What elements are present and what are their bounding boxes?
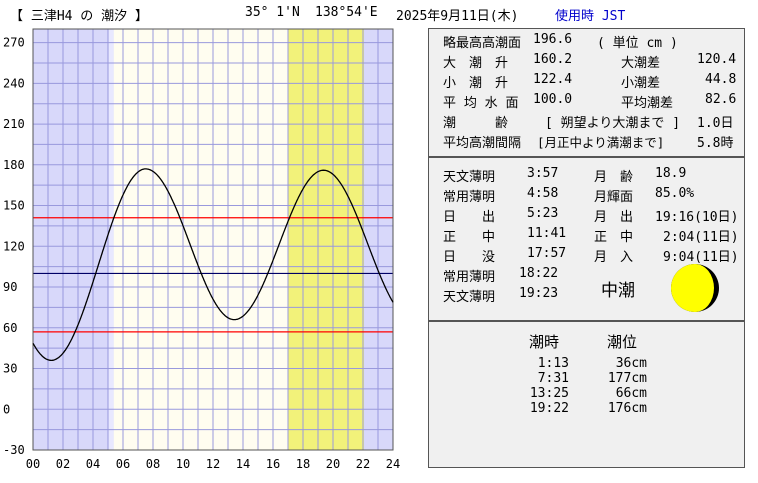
- tide-constants-panel: 略最高高潮面 196.6 ( 単位 cm ) 大 潮 升 160.2 大潮差 1…: [428, 28, 745, 157]
- x-tick-label: 14: [236, 457, 250, 471]
- x-tick-label: 24: [386, 457, 400, 471]
- y-tick-label: -30: [3, 443, 25, 457]
- plot-border: [32, 28, 394, 451]
- sun-event-label: 常用薄明: [443, 190, 496, 205]
- mean-range-label: 平均潮差: [621, 96, 674, 111]
- y-tick-label: 150: [3, 199, 25, 213]
- mean-level-label: 平 均 水 面: [443, 96, 519, 111]
- tide-age-value: 1.0日: [697, 116, 734, 131]
- sun-event-time: 4:58: [527, 186, 559, 201]
- x-tick-label: 12: [206, 457, 220, 471]
- y-tick-label: 270: [3, 36, 25, 50]
- mean-range-value: 82.6: [705, 92, 737, 107]
- spring-range-value: 120.4: [697, 52, 737, 67]
- tide-level-header: 潮位: [607, 333, 638, 351]
- x-tick-label: 04: [86, 457, 100, 471]
- tide-level: 177cm: [607, 371, 647, 386]
- y-tick-label: 60: [3, 321, 17, 335]
- date: 2025年9月11日(木): [396, 9, 519, 24]
- x-tick-label: 18: [296, 457, 310, 471]
- tide-time: 13:25: [529, 386, 569, 401]
- moon-illum-label: 月輝面: [594, 190, 634, 205]
- header: 【 三津H4 の 潮汐 】 35° 1'N 138°54'E 2025年9月11…: [0, 0, 758, 24]
- hw-interval-desc: [月正中より満潮まで]: [537, 135, 665, 150]
- y-tick-label: 120: [3, 239, 25, 253]
- y-tick-label: 30: [3, 362, 17, 376]
- y-tick-label: 0: [3, 402, 10, 416]
- x-tick-label: 06: [116, 457, 130, 471]
- moon-phase-icon: [671, 264, 719, 312]
- y-tick-label: 90: [3, 280, 17, 294]
- y-tick-label: 240: [3, 76, 25, 90]
- moonrise-label: 月 出: [594, 210, 634, 225]
- sun-event-label: 正 中: [443, 230, 496, 245]
- sun-event-label: 常用薄明: [443, 270, 496, 285]
- moon-transit-value: 2:04(11日): [663, 230, 739, 245]
- latitude: 35° 1'N: [245, 5, 300, 20]
- tide-level: 66cm: [615, 386, 647, 401]
- moonset-value: 9:04(11日): [663, 250, 739, 265]
- tide-curve: [32, 168, 394, 362]
- y-tick-label: 180: [3, 158, 25, 172]
- spring-range-label: 大潮差: [621, 56, 661, 71]
- tide-time: 1:13: [537, 356, 569, 371]
- x-tick-label: 00: [26, 457, 40, 471]
- sun-event-label: 天文薄明: [443, 170, 496, 185]
- moon-age-label: 月 齢: [594, 170, 634, 185]
- x-tick-label: 10: [176, 457, 190, 471]
- moon-up-band: [288, 29, 365, 450]
- morning-twilight-band: [107, 29, 114, 450]
- mean-level-value: 100.0: [533, 92, 573, 107]
- sun-event-time: 11:41: [527, 226, 567, 241]
- neap-rise-value: 122.4: [533, 72, 573, 87]
- hw-interval-label: 平均高潮間隔: [443, 136, 522, 151]
- x-tick-label: 22: [356, 457, 370, 471]
- unit-label: ( 単位 cm ): [597, 36, 678, 51]
- tide-table-panel: 潮時 潮位 1:13 36cm 7:31 177cm 13:25 66cm 19:22 176…: [428, 321, 745, 468]
- tide-type: 中潮: [601, 281, 635, 301]
- moon-age-value: 18.9: [655, 166, 687, 181]
- spring-rise-label: 大 潮 升: [443, 56, 509, 71]
- tide-time: 19:22: [529, 401, 569, 416]
- longitude: 138°54'E: [315, 5, 378, 20]
- tide-time: 7:31: [537, 371, 569, 386]
- hhw-value: 196.6: [533, 32, 573, 47]
- hw-interval-value: 5.8時: [697, 136, 734, 151]
- x-tick-label: 02: [56, 457, 70, 471]
- moonrise-value: 19:16(10日): [655, 210, 739, 225]
- sun-event-time: 17:57: [527, 246, 567, 261]
- timezone-label: 使用時 JST: [555, 9, 626, 24]
- moonset-label: 月 入: [594, 250, 634, 265]
- tide-age-desc: [ 朔望より大潮まで ]: [545, 116, 681, 131]
- y-tick-label: 210: [3, 117, 25, 131]
- station-title: 【 三津H4 の 潮汐 】: [10, 9, 148, 24]
- sun-event-label: 日 出: [443, 210, 496, 225]
- sun-event-label: 天文薄明: [443, 290, 496, 305]
- moon-transit-label: 正 中: [594, 230, 634, 245]
- tide-age-label: 潮 齢: [443, 116, 509, 131]
- sun-event-time: 3:57: [527, 166, 559, 181]
- sun-event-time: 19:23: [519, 286, 559, 301]
- astronomy-panel: 天文薄明 3:57 常用薄明 4:58 日 出 5:23 正 中 11:41 日 没 17:57 常…: [428, 157, 745, 321]
- tide-level: 176cm: [607, 401, 647, 416]
- moon-illum-value: 85.0%: [655, 186, 695, 201]
- x-tick-label: 16: [266, 457, 280, 471]
- neap-range-value: 44.8: [705, 72, 737, 87]
- spring-rise-value: 160.2: [533, 52, 573, 67]
- sun-event-time: 18:22: [519, 266, 559, 281]
- neap-rise-label: 小 潮 升: [443, 76, 509, 91]
- tide-level: 36cm: [615, 356, 647, 371]
- tide-time-header: 潮時: [529, 333, 560, 351]
- sun-event-time: 5:23: [527, 206, 559, 221]
- x-tick-label: 20: [326, 457, 340, 471]
- x-tick-label: 08: [146, 457, 160, 471]
- daytime-band: [113, 29, 303, 450]
- hhw-label: 略最高高潮面: [443, 36, 522, 51]
- sun-event-label: 日 没: [443, 250, 496, 265]
- neap-range-label: 小潮差: [621, 76, 661, 91]
